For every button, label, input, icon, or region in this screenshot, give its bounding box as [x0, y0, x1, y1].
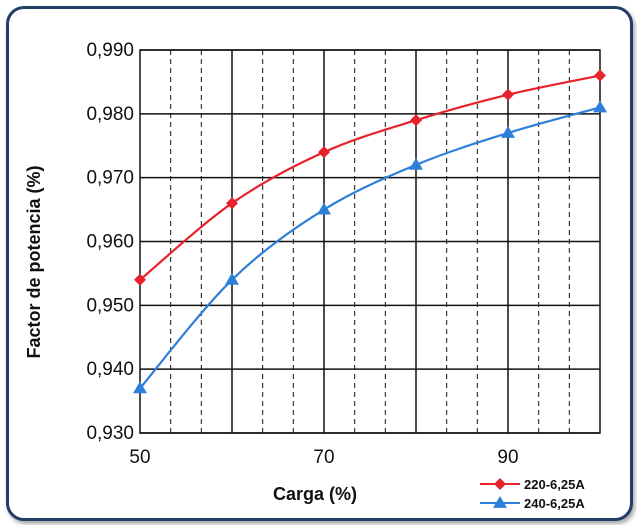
y-tick-label: 0,930: [86, 423, 134, 444]
y-axis-label: Factor de potencia (%): [24, 165, 44, 358]
legend-item: 220-6,25A: [480, 477, 585, 492]
grid: [140, 49, 600, 434]
legend-label: 240-6,25A: [524, 496, 585, 511]
y-tick-label: 0,950: [86, 295, 134, 316]
series-2: [133, 100, 607, 394]
data-point: [225, 272, 239, 285]
legend-marker: [494, 478, 506, 490]
data-point: [593, 100, 607, 113]
series-layer: [133, 69, 607, 394]
data-point: [134, 273, 146, 286]
chart-frame: [6, 6, 633, 521]
data-point: [317, 202, 331, 215]
data-point: [501, 125, 515, 138]
plot-area: [139, 49, 601, 434]
y-tick-label: 0,980: [86, 104, 134, 125]
legend-item: 240-6,25A: [480, 496, 585, 511]
data-point: [318, 146, 330, 159]
series-line: [139, 106, 601, 390]
y-tick-label: 0,940: [86, 359, 134, 380]
series-1: [134, 69, 606, 286]
legend-label: 220-6,25A: [524, 477, 585, 492]
data-point: [410, 114, 422, 127]
y-tick-label: 0,960: [86, 232, 134, 253]
data-point: [409, 157, 423, 170]
data-point: [226, 197, 238, 210]
y-tick-label: 0,990: [86, 40, 134, 61]
x-tick-label: 90: [497, 447, 518, 468]
y-tick-label: 0,970: [86, 168, 134, 189]
data-point: [502, 88, 514, 101]
data-point: [133, 381, 147, 394]
legend: 220-6,25A 240-6,25A: [480, 477, 585, 511]
data-point: [594, 69, 606, 82]
legend-marker: [493, 496, 507, 508]
y-axis-ticks: 0,930 0,940 0,950 0,960 0,970 0,980 0,990: [86, 40, 134, 444]
x-tick-label: 70: [313, 447, 334, 468]
x-axis-label: Carga (%): [273, 484, 357, 504]
series-line: [139, 74, 601, 281]
x-tick-label: 50: [129, 447, 150, 468]
x-axis-ticks: 50 70 90: [129, 447, 518, 468]
